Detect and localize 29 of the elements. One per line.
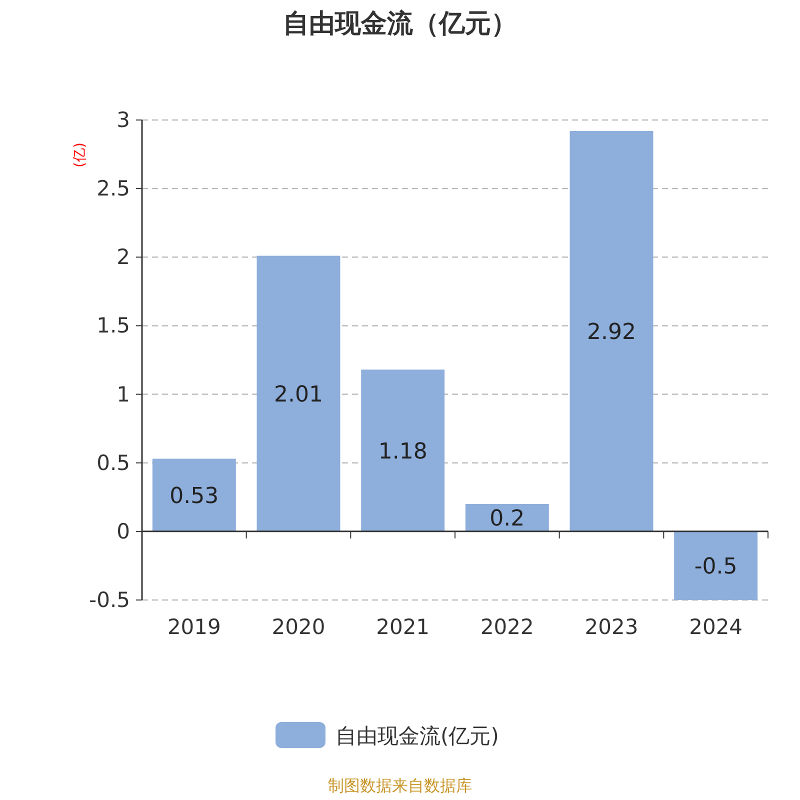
- text: 制图数据来自数据库: [328, 776, 472, 795]
- y-tick-label: 1.5: [96, 314, 130, 338]
- y-tick-label: -0.5: [89, 588, 130, 612]
- legend-label: 自由现金流(亿元): [336, 724, 499, 748]
- y-tick-label: 0: [116, 519, 130, 544]
- y-tick-label: 0.5: [96, 450, 130, 475]
- y-tick-label: 3: [116, 108, 130, 132]
- y-tick-label: 2.5: [96, 176, 130, 201]
- data-label: 0.2: [490, 506, 525, 532]
- x-tick-label: 2022: [480, 615, 534, 639]
- x-tick-label: 2023: [584, 615, 638, 639]
- data-label: 2.01: [274, 382, 323, 408]
- data-label: -0.5: [694, 554, 738, 580]
- bar: [570, 130, 654, 532]
- bar: [256, 256, 340, 532]
- bar: [152, 458, 236, 532]
- y-tick-label: 2: [116, 245, 130, 270]
- x-tick-label: 2024: [689, 615, 743, 639]
- x-tick-label: 2019: [167, 615, 221, 639]
- data-label: 0.53: [170, 484, 219, 510]
- y-tick-label: 1: [116, 382, 130, 406]
- y-axis-title: (亿): [72, 142, 88, 168]
- bar: [674, 531, 758, 600]
- chart-title: 自由现金流（亿元）: [283, 9, 517, 39]
- data-label: 2.92: [587, 320, 636, 346]
- data-label: 1.18: [378, 440, 428, 465]
- bar: [361, 370, 445, 532]
- x-tick-label: 2020: [272, 615, 326, 639]
- x-tick-label: 2021: [376, 615, 430, 639]
